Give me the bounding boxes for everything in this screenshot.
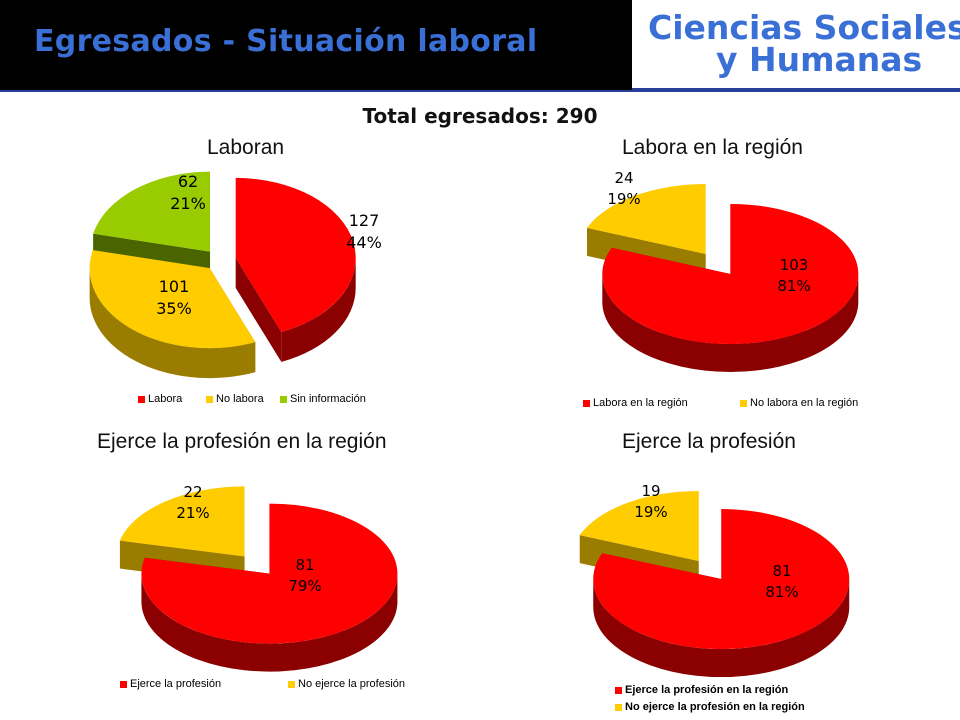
legend-item-ejerce: Ejerce la profesión: [120, 678, 221, 690]
legend-label-no-labora-region: No labora en la región: [750, 397, 859, 409]
pie-0-slice-0: [235, 177, 356, 332]
legend-label-no-ejerce: No ejerce la profesión: [298, 678, 406, 690]
legend-item-sin-informacion: Sin información: [280, 393, 366, 405]
legend-item-no-ejerce: No ejerce la profesión: [288, 678, 405, 690]
pie-1-value-label-0: 103: [780, 256, 809, 274]
pie-2-value-label-0: 81: [295, 556, 314, 574]
legend-item-labora-region: Labora en la región: [583, 397, 688, 409]
pie-0-slice-1: [89, 250, 256, 349]
legend-label-sin-informacion: Sin información: [290, 393, 366, 405]
chart-title-ejerce-region: Ejerce la profesión en la región: [97, 430, 387, 453]
legend-label-labora: Labora: [148, 393, 183, 405]
pie-1-percent-label-1: 19%: [607, 190, 640, 208]
legend-item-labora: Labora: [138, 393, 182, 405]
pie-2-percent-label-0: 79%: [288, 577, 321, 595]
legend-label-ejerce: Ejerce la profesión: [130, 678, 222, 690]
legend-item-no-labora-region: No labora en la región: [740, 397, 858, 409]
logo-text-line2: y Humanas: [716, 40, 923, 79]
pie-group-2: 81 79% 22 21%: [119, 483, 398, 672]
pie-0-slice-0-outer-wall: [281, 257, 356, 362]
pie-0-value-label-2: 62: [178, 172, 198, 191]
page-title: Egresados - Situación laboral: [34, 24, 538, 59]
pie-3-slice-0: [593, 509, 850, 650]
pie-0-percent-label-1: 35%: [156, 299, 192, 318]
pie-1-slice-0-outer-wall: [602, 273, 859, 372]
pie-1-slice-1: [586, 184, 706, 255]
legend-item-ejerce-en-region: Ejerce la profesión en la región: [615, 684, 788, 696]
pie-group-1: 103 81% 24 19%: [586, 169, 859, 372]
pie-3-slice-1: [579, 490, 699, 561]
chart-title-labora-region: Labora en la región: [622, 136, 803, 159]
pie-1-percent-label-0: 81%: [777, 277, 810, 295]
header-bar: [0, 0, 632, 90]
pie-3-value-label-1: 19: [641, 482, 660, 500]
legend-label-no-ejerce-en-region: No ejerce la profesión en la región: [625, 701, 805, 713]
pie-2-slice-1: [119, 486, 245, 557]
chart-title-ejerce: Ejerce la profesión: [622, 430, 796, 453]
legend-item-no-ejerce-en-region: No ejerce la profesión en la región: [615, 701, 805, 713]
pie-0-percent-label-0: 44%: [346, 233, 382, 252]
chart-title-laboran: Laboran: [207, 136, 285, 159]
pie-0-percent-label-2: 21%: [170, 194, 206, 213]
pie-2-percent-label-1: 21%: [176, 504, 209, 522]
pie-1-slice-0: [602, 203, 859, 344]
pie-3-percent-label-1: 19%: [634, 503, 667, 521]
pie-0-value-label-0: 127: [349, 211, 380, 230]
pie-group-0: 127 44% 101 35% 62 21%: [89, 171, 382, 379]
header-underline: [0, 90, 960, 92]
pie-1-value-label-1: 24: [614, 169, 633, 187]
pie-0-slice-0-radial-wall-1: [235, 257, 282, 362]
pie-3-slice-0-outer-wall: [593, 579, 850, 678]
pie-2-value-label-1: 22: [183, 483, 202, 501]
pie-2-slice-0-outer-wall: [141, 573, 398, 672]
pie-group-3: 81 81% 19 19%: [579, 482, 850, 678]
pie-3-percent-label-0: 81%: [765, 583, 798, 601]
logo-text-line1: Ciencias Sociales: [648, 8, 960, 47]
legend-label-labora-region: Labora en la región: [593, 397, 688, 409]
pie-0-slice-1-outer-wall: [89, 268, 256, 379]
pie-0-value-label-1: 101: [159, 277, 190, 296]
pie-2-slice-0: [141, 503, 398, 644]
legend-item-no-labora: No labora: [206, 393, 264, 405]
legend-label-ejerce-en-region: Ejerce la profesión en la región: [625, 684, 789, 696]
legend-label-no-labora: No labora: [216, 393, 264, 405]
total-label: Total egresados: 290: [362, 104, 598, 128]
pie-3-value-label-0: 81: [772, 562, 791, 580]
pie-0-slice-2: [93, 171, 211, 252]
